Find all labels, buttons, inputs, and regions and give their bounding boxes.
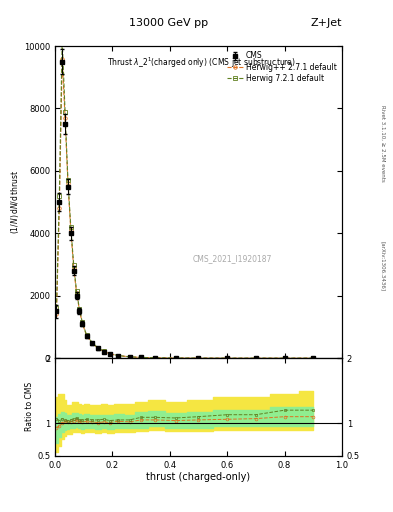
Herwig++ 2.7.1 default — [282, 355, 287, 361]
Herwig++ 2.7.1 default — [60, 55, 64, 61]
Herwig++ 2.7.1 default — [74, 290, 79, 296]
Line: Herwig 7.2.1 default: Herwig 7.2.1 default — [55, 38, 315, 360]
Line: Herwig++ 2.7.1 default: Herwig++ 2.7.1 default — [55, 57, 315, 360]
Herwig 7.2.1 default — [282, 355, 287, 361]
Herwig++ 2.7.1 default — [253, 355, 258, 361]
Text: 13000 GeV pp: 13000 GeV pp — [129, 18, 209, 28]
Herwig++ 2.7.1 default — [84, 333, 89, 339]
Herwig 7.2.1 default — [63, 109, 68, 115]
Herwig++ 2.7.1 default — [153, 355, 158, 361]
Text: [arXiv:1306.3436]: [arXiv:1306.3436] — [381, 241, 386, 291]
Herwig 7.2.1 default — [80, 319, 84, 325]
Y-axis label: Ratio to CMS: Ratio to CMS — [25, 382, 34, 432]
Herwig 7.2.1 default — [74, 288, 79, 294]
Herwig++ 2.7.1 default — [127, 354, 132, 360]
Herwig++ 2.7.1 default — [173, 355, 178, 361]
Herwig 7.2.1 default — [96, 345, 101, 351]
Herwig 7.2.1 default — [139, 354, 143, 360]
X-axis label: thrust (charged-only): thrust (charged-only) — [147, 472, 250, 482]
Herwig++ 2.7.1 default — [54, 311, 59, 317]
Herwig++ 2.7.1 default — [116, 353, 121, 359]
Herwig 7.2.1 default — [311, 355, 316, 361]
Herwig 7.2.1 default — [101, 348, 106, 354]
Herwig 7.2.1 default — [66, 177, 70, 183]
Herwig 7.2.1 default — [71, 262, 76, 268]
Herwig++ 2.7.1 default — [139, 354, 143, 360]
Herwig++ 2.7.1 default — [80, 320, 84, 326]
Herwig 7.2.1 default — [57, 193, 62, 199]
Herwig 7.2.1 default — [54, 305, 59, 311]
Herwig 7.2.1 default — [68, 224, 73, 230]
Herwig++ 2.7.1 default — [71, 265, 76, 271]
Herwig++ 2.7.1 default — [90, 340, 95, 346]
Herwig 7.2.1 default — [196, 355, 201, 361]
Text: Z+Jet: Z+Jet — [310, 18, 342, 28]
Text: Thrust $\lambda$_2$^1$(charged only) (CMS jet substructure): Thrust $\lambda$_2$^1$(charged only) (CM… — [107, 55, 296, 70]
Herwig 7.2.1 default — [127, 354, 132, 360]
Herwig++ 2.7.1 default — [107, 351, 112, 357]
Text: Rivet 3.1.10, ≥ 2.5M events: Rivet 3.1.10, ≥ 2.5M events — [381, 105, 386, 182]
Herwig++ 2.7.1 default — [101, 348, 106, 354]
Herwig 7.2.1 default — [173, 355, 178, 361]
Herwig 7.2.1 default — [90, 339, 95, 346]
Herwig 7.2.1 default — [77, 306, 82, 312]
Herwig 7.2.1 default — [116, 352, 121, 358]
Herwig++ 2.7.1 default — [57, 205, 62, 211]
Y-axis label: $(1/N)\,\mathrm{d}N/\mathrm{d\,thrust}$: $(1/N)\,\mathrm{d}N/\mathrm{d\,thrust}$ — [9, 170, 21, 234]
Herwig 7.2.1 default — [153, 355, 158, 361]
Herwig++ 2.7.1 default — [68, 227, 73, 233]
Herwig 7.2.1 default — [253, 355, 258, 361]
Herwig++ 2.7.1 default — [96, 345, 101, 351]
Herwig 7.2.1 default — [84, 332, 89, 338]
Text: CMS_2021_I1920187: CMS_2021_I1920187 — [193, 254, 272, 263]
Herwig 7.2.1 default — [60, 37, 64, 43]
Legend: CMS, Herwig++ 2.7.1 default, Herwig 7.2.1 default: CMS, Herwig++ 2.7.1 default, Herwig 7.2.… — [226, 50, 338, 84]
Herwig++ 2.7.1 default — [63, 115, 68, 121]
Herwig 7.2.1 default — [107, 351, 112, 357]
Herwig++ 2.7.1 default — [225, 355, 230, 361]
Herwig++ 2.7.1 default — [196, 355, 201, 361]
Herwig++ 2.7.1 default — [77, 307, 82, 313]
Herwig 7.2.1 default — [225, 355, 230, 361]
Herwig++ 2.7.1 default — [311, 355, 316, 361]
Herwig++ 2.7.1 default — [66, 180, 70, 186]
